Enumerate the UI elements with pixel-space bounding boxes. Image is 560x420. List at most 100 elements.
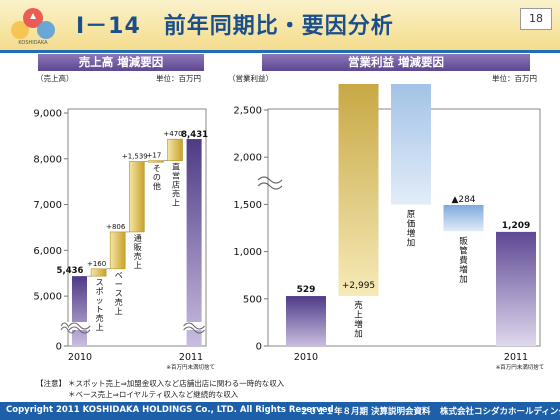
- y-tick-label: 0: [56, 342, 62, 353]
- svg-text:価: 価: [407, 218, 416, 229]
- delta-label-ベース売上: +806: [106, 223, 126, 231]
- svg-text:ッ: ッ: [96, 296, 104, 305]
- bar-2010: [286, 296, 326, 346]
- note-base-sales: ＊ベース売上⇒ロイヤルティ収入など継続的な収入: [68, 390, 239, 399]
- plot-frame: [67, 108, 207, 347]
- category-label-スポット売上: ス: [96, 278, 104, 287]
- material-title: ２０１１年８月期 決算説明会資料: [300, 407, 431, 417]
- bar-スポット売上: [90, 268, 107, 277]
- svg-text:営: 営: [172, 171, 180, 181]
- value-label-2010: 529: [297, 285, 316, 295]
- y-tick-label: 9,000: [33, 109, 62, 120]
- note-spot-sales: ＊スポット売上⇒加盟金収入など店舗出店に関わる一時的な収入: [68, 379, 285, 388]
- y-tick-label: 8,000: [33, 154, 62, 165]
- x-label-2010: 2010: [294, 352, 318, 363]
- y-tick-label: 6,000: [33, 246, 62, 257]
- svg-text:加: 加: [354, 329, 363, 340]
- bar-2010: [72, 276, 87, 346]
- page-number: 18: [520, 8, 552, 30]
- category-label-ベース売上: ベ: [115, 271, 123, 280]
- company-logo: KOSHIDAKA: [11, 8, 55, 46]
- y-tick-label: 2,000: [233, 153, 262, 164]
- category-label-直営店売上: 直: [172, 162, 180, 172]
- sales-waterfall-chart: 05,0006,0007,0008,0009,0005,436+160スポット売…: [33, 108, 215, 371]
- svg-text:増: 増: [407, 228, 416, 239]
- sales-unit-label: 単位：百万円: [156, 74, 201, 83]
- svg-text:増: 増: [354, 319, 363, 330]
- bar-直営店売上: [167, 138, 183, 162]
- svg-text:ト: ト: [96, 305, 104, 314]
- bar-原価増加: [391, 84, 431, 205]
- category-label-原価増加: 原: [407, 210, 416, 220]
- truncation-note: ※百万円未満切捨て: [166, 363, 215, 371]
- svg-text:店: 店: [172, 180, 180, 190]
- bar-ベース売上: [109, 231, 126, 270]
- category-label-通販売上: 通: [134, 233, 142, 243]
- svg-text:加: 加: [459, 274, 468, 285]
- svg-text:上: 上: [172, 199, 180, 208]
- op-profit-waterfall-chart: 05001,0001,5002,0002,5003,0003,500529+2,…: [233, 84, 545, 371]
- svg-text:売: 売: [134, 251, 142, 261]
- bar-販管費増加: [443, 204, 484, 232]
- svg-text:売: 売: [115, 297, 123, 307]
- value-label-2010: 5,436: [57, 266, 84, 276]
- svg-text:上: 上: [134, 261, 142, 270]
- y-tick-label: 2,500: [233, 106, 262, 117]
- svg-text:販: 販: [134, 242, 142, 252]
- page-title: Ⅰ－14 前年同期比・要因分析: [76, 14, 394, 39]
- bar-通販売上: [129, 161, 145, 233]
- footer-bar: Copyright 2011 KOSHIDAKA HOLDINGS Co., L…: [0, 402, 560, 420]
- y-tick-label: 1,500: [233, 200, 262, 211]
- svg-text:ポ: ポ: [96, 287, 104, 296]
- y-tick-label: 500: [243, 294, 262, 305]
- title-underline: [0, 50, 560, 53]
- svg-text:他: 他: [153, 181, 161, 191]
- category-label-売上増加: 売: [354, 300, 363, 311]
- delta-label-直営店売上: +470: [163, 130, 182, 138]
- value-label-2011: 1,209: [502, 221, 530, 231]
- svg-text:加: 加: [407, 237, 416, 248]
- bar-2011: [186, 139, 202, 346]
- delta-label-その他: +17: [147, 152, 162, 160]
- op-profit-y-label: （営業利益）: [228, 74, 273, 83]
- delta-label-スポット売上: +160: [87, 260, 106, 268]
- y-tick-label: 0: [256, 342, 262, 353]
- svg-text:上: 上: [96, 323, 104, 332]
- delta-label-通販売上: +1,539: [122, 152, 148, 160]
- svg-text:ー: ー: [115, 280, 123, 289]
- svg-text:KOSHIDAKA: KOSHIDAKA: [18, 40, 48, 46]
- bar-2011: [496, 231, 536, 346]
- category-label-その他: そ: [153, 164, 161, 173]
- x-label-2010: 2010: [68, 352, 92, 363]
- op-profit-factors-header: 営業利益 増減要因: [262, 54, 530, 71]
- bar-売上増加: [338, 84, 379, 297]
- delta-label-売上増加: +2,995: [342, 281, 375, 291]
- svg-text:売: 売: [172, 189, 180, 199]
- sales-factors-header: 売上高 増減要因: [38, 54, 204, 71]
- op-profit-unit-label: 単位：百万円: [492, 74, 537, 83]
- svg-text:上: 上: [115, 307, 123, 316]
- copyright: Copyright 2011 KOSHIDAKA HOLDINGS Co., L…: [6, 405, 334, 415]
- delta-label-販管費増加: ▲284: [451, 195, 475, 205]
- truncation-note: ※百万円未満切捨て: [496, 363, 545, 371]
- value-label-2011: 8,431: [181, 130, 208, 140]
- x-label-2011: 2011: [504, 352, 528, 363]
- category-label-販管費増加: 販: [459, 236, 468, 247]
- svg-text:費: 費: [459, 255, 468, 266]
- axis-break-mark: [257, 176, 283, 184]
- svg-text:管: 管: [459, 245, 468, 256]
- svg-text:ス: ス: [115, 289, 123, 298]
- y-tick-label: 7,000: [33, 200, 62, 211]
- company-name: 株式会社コシダカホールディングス: [440, 407, 560, 417]
- svg-text:売: 売: [96, 313, 104, 323]
- x-label-2011: 2011: [179, 352, 203, 363]
- svg-text:増: 増: [459, 264, 468, 275]
- y-tick-label: 1,000: [233, 247, 262, 258]
- title-bar: [0, 0, 560, 50]
- svg-text:上: 上: [354, 311, 363, 321]
- svg-text:の: の: [153, 173, 161, 182]
- bar-その他: [148, 160, 164, 163]
- y-tick-label: 5,000: [33, 292, 62, 303]
- sales-y-label: （売上高）: [36, 74, 74, 83]
- notes-label: 【注意】: [36, 379, 66, 388]
